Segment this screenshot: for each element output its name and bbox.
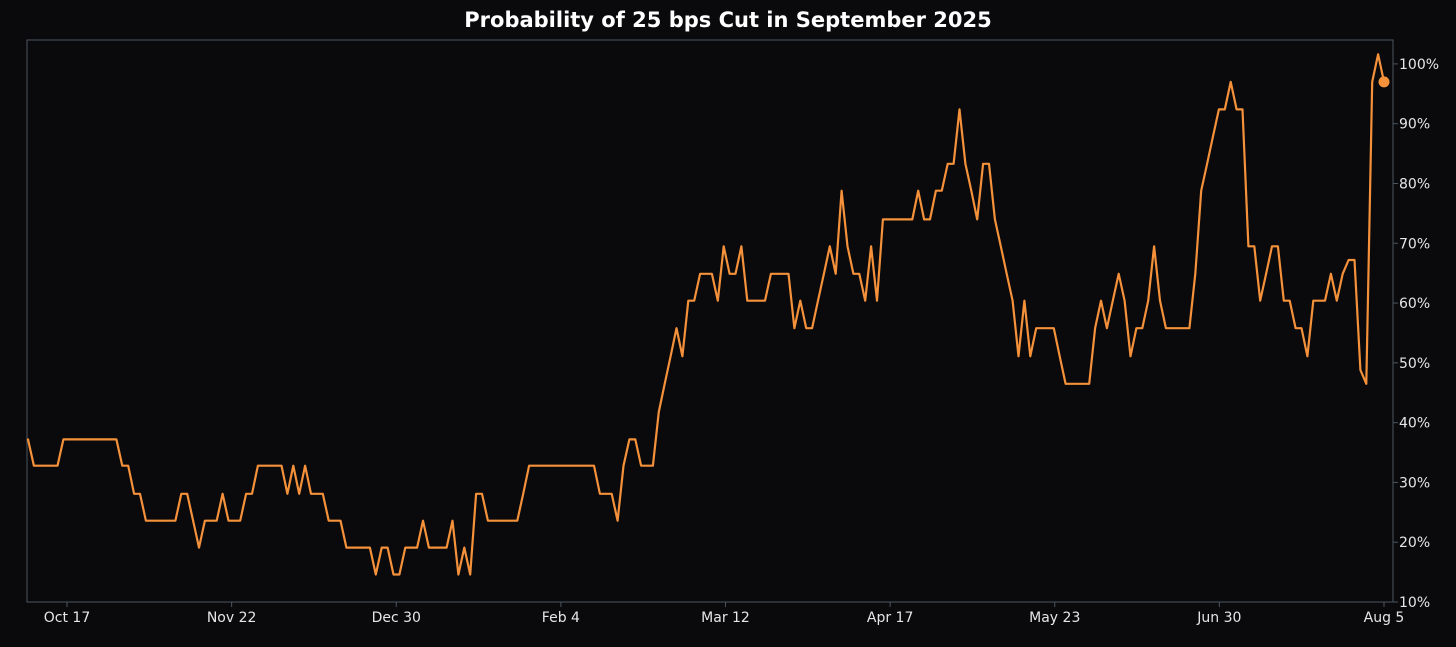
y-tick-label: 100% [1399, 57, 1439, 73]
chart-title: Probability of 25 bps Cut in September 2… [464, 8, 992, 32]
y-axis: 10% 20% 30% 40% 50% 60% 70% 80% 90% 100% [1393, 57, 1439, 611]
last-point-marker [1378, 76, 1390, 88]
x-tick-label: May 23 [1029, 610, 1080, 626]
x-tick-label: Feb 4 [542, 610, 580, 626]
y-tick-label: 60% [1399, 296, 1430, 312]
y-tick-label: 40% [1399, 416, 1430, 432]
y-tick-label: 20% [1399, 535, 1430, 551]
x-tick-label: Dec 30 [372, 610, 421, 626]
y-tick-label: 80% [1399, 176, 1430, 192]
x-tick-label: Apr 17 [867, 610, 913, 626]
x-tick-label: Mar 12 [701, 610, 750, 626]
y-tick-label: 90% [1399, 117, 1430, 133]
y-tick-label: 70% [1399, 236, 1430, 252]
x-tick-label: Aug 5 [1364, 610, 1405, 626]
plot-area-border [26, 39, 1394, 603]
x-tick-label: Nov 22 [207, 610, 257, 626]
y-tick-label: 10% [1399, 595, 1430, 611]
x-tick-label: Jun 30 [1196, 610, 1241, 626]
x-tick-label: Oct 17 [44, 610, 90, 626]
series-layer [26, 53, 1390, 576]
y-tick-label: 50% [1399, 356, 1430, 372]
y-tick-label: 30% [1399, 475, 1430, 491]
x-axis: Oct 17 Nov 22 Dec 30 Feb 4 Mar 12 Apr 17 May 2… [44, 602, 1405, 626]
series-line [26, 53, 1386, 576]
